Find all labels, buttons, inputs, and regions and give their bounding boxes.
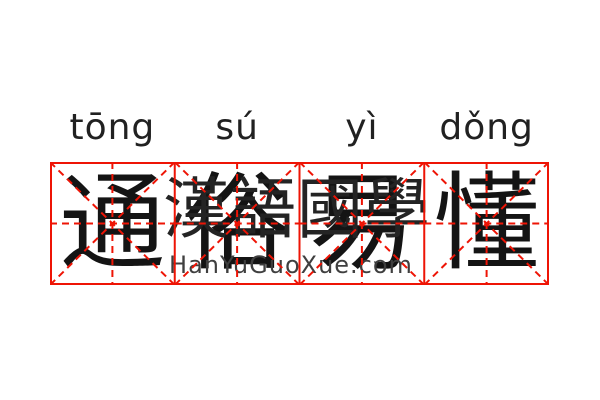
pinyin-syllable: yì [345, 107, 379, 148]
grid-cell: 懂 [424, 162, 549, 285]
pinyin-row: tōng sú yì dǒng [50, 106, 549, 150]
grid-cell: 通 [50, 162, 175, 285]
watermark-site-text: HanYuGuoXue.com [169, 251, 413, 279]
pinyin-syllable: sú [215, 107, 259, 148]
pinyin-syllable: tōng [69, 107, 156, 148]
hanzi-character: 懂 [433, 161, 540, 285]
hanzi-character: 通 [59, 161, 166, 285]
watermark-cjk: 漢語國學 [163, 171, 431, 248]
pinyin-syllable: dǒng [439, 107, 534, 148]
